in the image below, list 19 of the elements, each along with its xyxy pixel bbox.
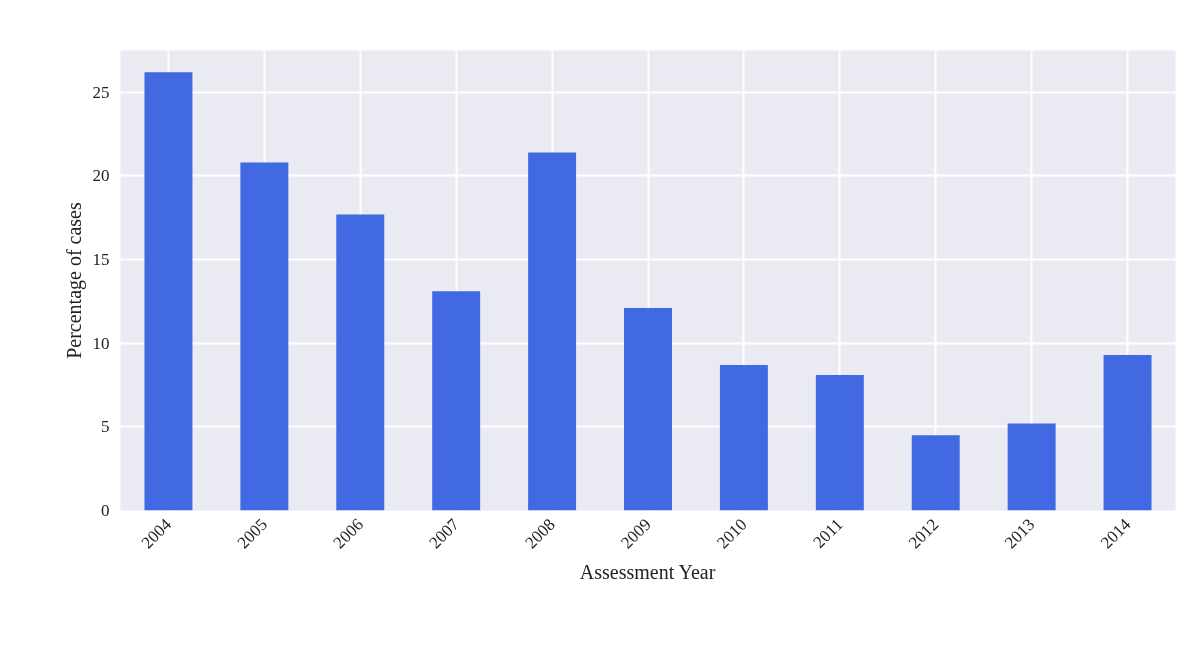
bar (144, 72, 193, 511)
y-tick-label: 10 (92, 333, 110, 353)
bar (1007, 423, 1056, 511)
bar (432, 291, 481, 511)
bar (336, 214, 385, 511)
bar (1103, 354, 1152, 511)
bar (911, 435, 960, 511)
bar (719, 364, 768, 511)
y-tick-label: 20 (92, 166, 110, 186)
y-tick-label: 15 (92, 250, 110, 270)
bar (528, 152, 577, 511)
bar (815, 375, 864, 511)
x-axis-title: Assessment Year (579, 561, 716, 584)
y-axis-title: Percentage of cases (62, 201, 86, 359)
bar (624, 308, 672, 511)
y-tick-label: 25 (92, 82, 110, 102)
y-tick-label: 5 (101, 417, 110, 437)
y-tick-label: 0 (101, 501, 110, 520)
bar (240, 162, 289, 511)
